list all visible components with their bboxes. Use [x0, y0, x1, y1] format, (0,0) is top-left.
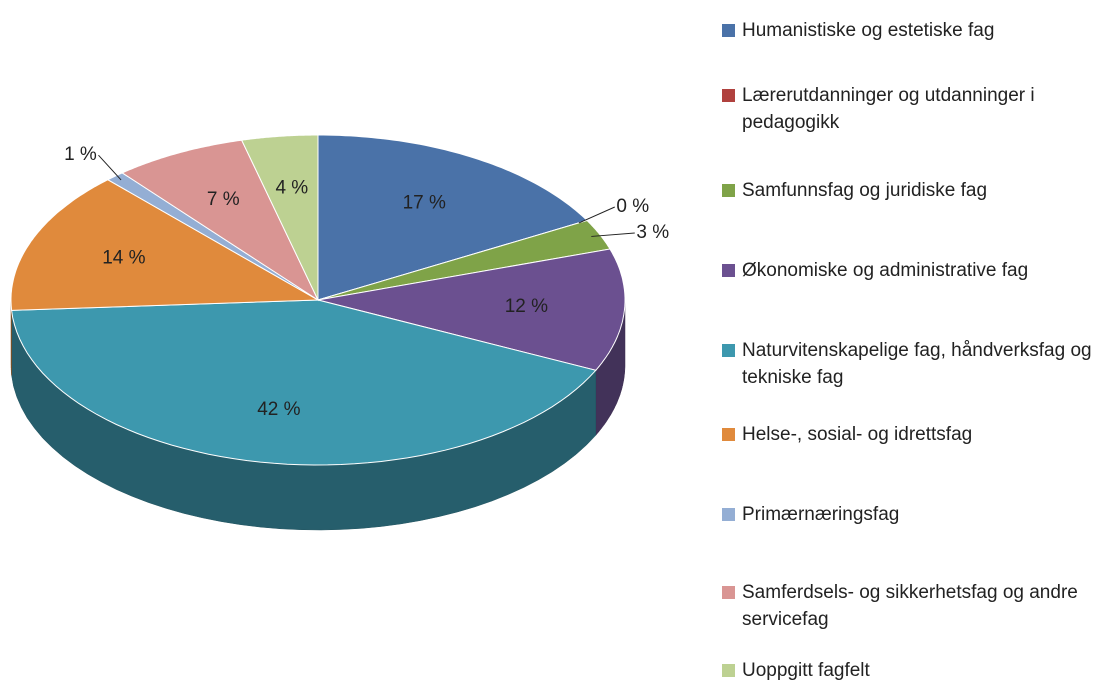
legend-label: Samferdsels- og sikkerhetsfag og andre s…: [742, 582, 1078, 630]
data-label: 0 %: [616, 196, 649, 217]
legend-swatch: [722, 428, 735, 441]
legend-swatch: [722, 24, 735, 37]
leader-line: [98, 154, 122, 181]
legend-label: Samfunnsfag og juridiske fag: [742, 180, 988, 201]
slice: [121, 139, 320, 302]
legend-label: Lærerutdanninger og utdanninger i pedago…: [742, 85, 1035, 133]
slice: [11, 299, 597, 466]
legend-swatch: [722, 89, 735, 102]
legend-item: Samferdsels- og sikkerhetsfag og andre s…: [722, 579, 1116, 633]
leader-line: [578, 206, 615, 224]
legend-swatch: [722, 264, 735, 277]
data-label: 12 %: [505, 296, 548, 317]
legend-item: Helse-, sosial- og idrettsfag: [722, 421, 1116, 448]
legend-item: Lærerutdanninger og utdanninger i pedago…: [722, 82, 1116, 136]
data-label: 17 %: [403, 192, 446, 213]
legend-item: Humanistiske og estetiske fag: [722, 17, 1116, 44]
legend-item: Samfunnsfag og juridiske fag: [722, 177, 1116, 204]
data-label: 3 %: [636, 222, 669, 243]
legend-label: Naturvitenskapelige fag, håndverksfag og…: [742, 340, 1092, 388]
legend-label: Primærnæringsfag: [742, 504, 900, 525]
legend-label: Økonomiske og administrative fag: [742, 260, 1029, 281]
legend-label: Helse-, sosial- og idrettsfag: [742, 424, 973, 445]
data-label: 42 %: [257, 399, 300, 420]
legend-item: Uoppgitt fagfelt: [722, 657, 1116, 682]
legend-label: Uoppgitt fagfelt: [742, 660, 870, 681]
data-label: 14 %: [102, 248, 145, 269]
slice: [10, 179, 320, 311]
legend-swatch: [722, 586, 735, 599]
slice: [106, 172, 319, 301]
legend-item: Naturvitenskapelige fag, håndverksfag og…: [722, 337, 1116, 391]
legend-swatch: [722, 664, 735, 677]
slice: [317, 134, 588, 301]
legend-swatch: [722, 344, 735, 357]
leader-line: [591, 232, 635, 237]
legend-swatch: [722, 508, 735, 521]
legend-swatch: [722, 184, 735, 197]
slice: [317, 219, 611, 301]
data-label: 7 %: [207, 189, 240, 210]
legend-label: Humanistiske og estetiske fag: [742, 20, 995, 41]
legend-item: Økonomiske og administrative fag: [722, 257, 1116, 284]
pie-area: 17 % 0 % 3 % 12 % 42 % 14 % 1 % 7 % 4 %: [10, 134, 669, 531]
slice: [317, 248, 626, 371]
data-label: 1 %: [64, 144, 97, 165]
slice: [240, 134, 319, 301]
data-label: 4 %: [275, 178, 308, 199]
legend-item: Primærnæringsfag: [722, 501, 1116, 528]
